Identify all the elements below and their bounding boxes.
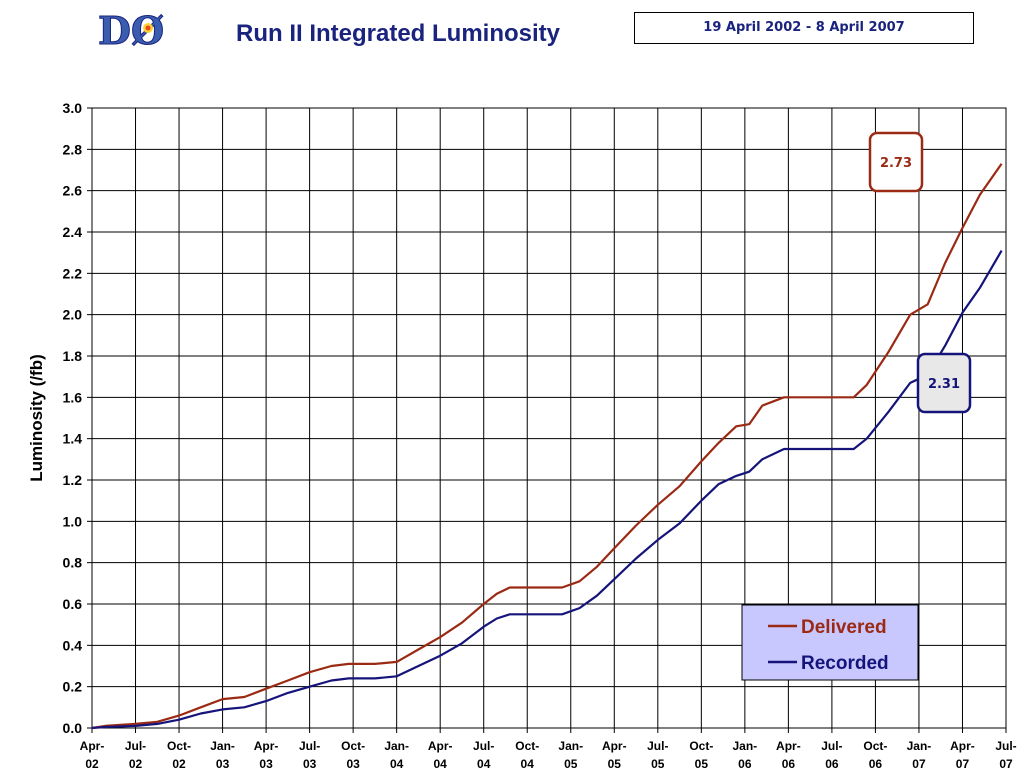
x-tick-label: 02 [172,757,186,771]
y-tick-label: 2.8 [63,141,83,157]
y-tick-label: 2.6 [63,183,83,199]
data-label-recorded: 2.31 [916,352,972,414]
x-tick-label: Jul- [995,739,1016,753]
x-tick-label: 06 [738,757,752,771]
x-tick-label: Apr- [80,739,105,753]
d0-logo: DØ [98,8,165,50]
legend: Delivered Recorded [741,604,919,681]
x-tick-label: 07 [956,757,970,771]
logo-lettering: DØ [98,8,164,50]
x-tick-label: Apr- [254,739,279,753]
x-tick-label: Jul- [821,739,842,753]
y-tick-label: 1.4 [63,431,83,447]
x-tick-label: 05 [695,757,709,771]
x-tick-label: 03 [303,757,317,771]
y-tick-label: 0.2 [63,679,83,695]
x-tick-label: 04 [521,757,535,771]
data-label-delivered: 2.73 [868,131,924,193]
y-tick-label: 0.6 [63,596,83,612]
x-tick-label: Jan- [210,739,235,753]
x-tick-label: 07 [999,757,1013,771]
x-tick-label: Oct- [515,739,539,753]
callout-value: 2.31 [928,377,960,392]
y-tick-label: 0.0 [63,720,83,736]
legend-label-recorded: Recorded [801,653,889,674]
x-tick-label: Oct- [341,739,365,753]
x-tick-label: Jan- [733,739,758,753]
y-tick-label: 1.8 [63,348,83,364]
x-tick-label: Jan- [907,739,932,753]
x-tick-label: 03 [216,757,230,771]
date-range-box: 19 April 2002 - 8 April 2007 [634,12,974,44]
y-tick-label: 0.8 [63,555,83,571]
y-tick-label: 2.2 [63,265,83,281]
x-tick-label: Oct- [863,739,887,753]
x-tick-label: 03 [346,757,360,771]
x-tick-label: Jul- [647,739,668,753]
y-tick-label: 2.0 [63,307,83,323]
x-tick-label: Jul- [299,739,320,753]
x-tick-label: Apr- [428,739,453,753]
y-tick-label: 1.2 [63,472,83,488]
page-title: Run II Integrated Luminosity [236,20,561,47]
x-tick-label: 05 [651,757,665,771]
x-tick-label: 06 [825,757,839,771]
callout-box [916,352,972,414]
x-tick-label: 04 [477,757,491,771]
x-tick-label: 04 [390,757,404,771]
y-axis-label: Luminosity (/fb) [27,354,46,481]
legend-label-delivered: Delivered [801,617,887,638]
callout-value: 2.73 [880,156,912,171]
series-line-delivered [91,163,1003,730]
x-tick-label: Apr- [776,739,801,753]
y-tick-label: 2.4 [63,224,83,240]
x-tick-label: Jul- [473,739,494,753]
y-tick-label: 1.0 [63,513,83,529]
x-tick-label: Oct- [689,739,713,753]
series-line-recorded [91,250,1003,730]
x-tick-label: Jul- [125,739,146,753]
x-tick-label: 03 [259,757,273,771]
y-tick-label: 3.0 [63,100,83,116]
x-tick-label: Oct- [167,739,191,753]
x-tick-label: 06 [782,757,796,771]
y-tick-label: 1.6 [63,389,83,405]
x-tick-label: 02 [129,757,143,771]
x-tick-label: 05 [564,757,578,771]
x-tick-label: 06 [869,757,883,771]
x-tick-label: 05 [608,757,622,771]
y-tick-label: 0.4 [63,637,83,653]
x-tick-label: 07 [912,757,926,771]
legend-box [741,604,919,681]
callout-box [868,131,924,193]
x-tick-label: Apr- [950,739,975,753]
x-tick-label: 04 [434,757,448,771]
x-tick-label: Jan- [384,739,409,753]
x-tick-label: Apr- [602,739,627,753]
x-tick-label: Jan- [558,739,583,753]
x-tick-label: 02 [85,757,99,771]
